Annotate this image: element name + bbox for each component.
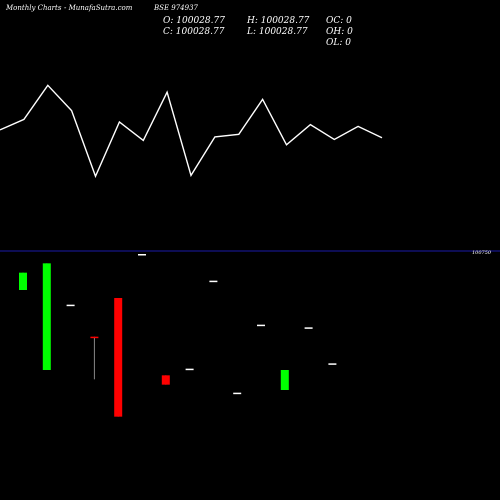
low-value: L: 100028.77 [247,27,308,37]
ol-value: OL: 0 [326,38,351,48]
candle-body [280,370,289,390]
candle-body [138,254,146,256]
high-value: H: 100028.77 [247,16,310,26]
candle-body [233,392,242,395]
close-value: C: 100028.77 [163,27,225,37]
candles-group [19,254,337,417]
candle-body [42,263,51,370]
chart-type-label: Monthly Charts [6,4,62,12]
candle-body [90,336,99,339]
candle-body [161,375,170,385]
oc-value: OC: 0 [326,16,352,26]
site-label: - MunafaSutra.com [64,4,133,12]
candle-body [209,280,218,283]
candle-body [257,324,265,327]
candle-body [328,363,337,365]
trend-line [0,84,383,179]
candle-body [19,272,27,290]
symbol-label: BSE 974937 [154,4,198,12]
candle-body [185,368,194,371]
price-level-label: 100750 [472,250,492,256]
candle-body [304,327,313,329]
candle-body [66,304,75,307]
candle-body [114,298,123,417]
open-value: O: 100028.77 [163,16,225,26]
oh-value: OH: 0 [326,27,353,37]
